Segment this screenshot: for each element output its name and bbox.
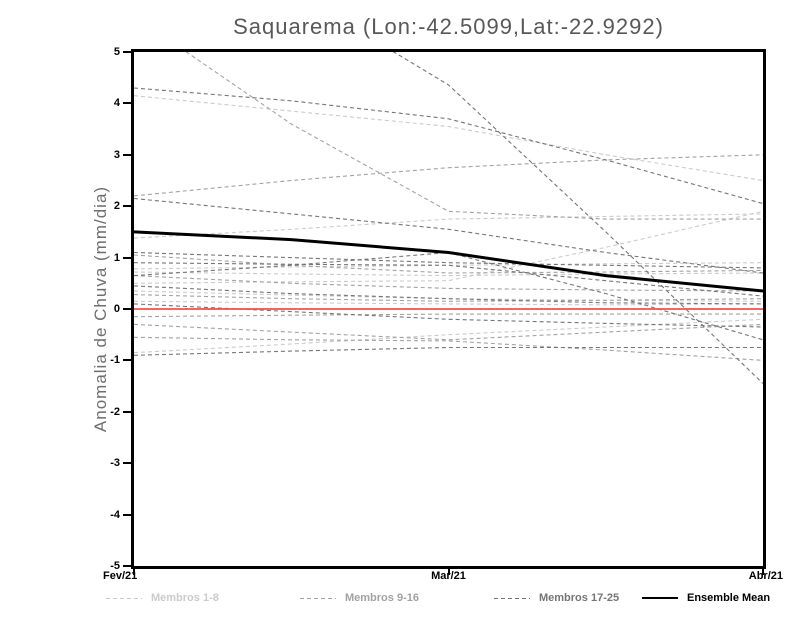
member-line-18 <box>134 197 763 274</box>
y-tick-mark <box>123 308 131 310</box>
plot-area <box>131 49 766 569</box>
member-line-24 <box>134 251 763 341</box>
y-tick-mark <box>123 205 131 208</box>
y-tick-label: 0 <box>113 303 120 315</box>
member-line-12 <box>134 275 763 292</box>
member-line-1 <box>134 95 763 182</box>
ensemble-mean-line-sample <box>642 597 678 599</box>
y-tick-mark <box>123 565 131 567</box>
legend-label: Ensemble Mean <box>687 592 771 604</box>
y-tick-label: 1 <box>113 251 120 264</box>
member-line-8 <box>134 318 763 354</box>
plot-svg <box>134 52 763 384</box>
y-tick-label: 5 <box>113 46 120 58</box>
y-tick-mark <box>123 462 131 465</box>
member-line-10 <box>185 52 763 220</box>
y-tick-mark <box>123 256 131 259</box>
member-line-9 <box>134 154 763 197</box>
y-tick-mark <box>123 513 131 516</box>
y-tick-mark <box>123 359 131 362</box>
member-line-2 <box>134 213 763 239</box>
member-line-16 <box>134 336 763 361</box>
legend-label: Membros 1-8 <box>151 592 219 604</box>
legend: Membros 1-8 Membros 9-16 Membros 17-25 E… <box>0 590 800 610</box>
membros-1-8-line-sample <box>106 597 142 599</box>
member-line-20 <box>134 262 763 297</box>
legend-item-membros-1-8: Membros 1-8 <box>106 590 219 606</box>
membros-17-25-line-sample <box>494 597 530 599</box>
member-line-15 <box>134 323 763 341</box>
y-tick-label: 3 <box>113 148 120 161</box>
member-line-19 <box>134 251 763 269</box>
y-tick-label: 4 <box>113 97 120 110</box>
y-tick-label: -4 <box>110 508 120 521</box>
membros-9-16-line-sample <box>300 597 336 599</box>
legend-label: Membros 17-25 <box>539 592 620 604</box>
y-tick-mark <box>123 410 131 413</box>
x-tick-label: Abr/21 <box>748 570 783 582</box>
y-tick-label: -3 <box>110 457 120 470</box>
x-tick-label: Mar/21 <box>431 570 466 582</box>
y-tick-mark <box>123 51 131 53</box>
y-tick-label: -2 <box>110 405 120 418</box>
x-tick-label: Fev/21 <box>103 570 138 582</box>
legend-item-membros-9-16: Membros 9-16 <box>300 590 419 606</box>
member-line-11 <box>134 254 763 274</box>
y-tick-label: -5 <box>110 560 120 572</box>
member-line-14 <box>134 313 763 318</box>
legend-label: Membros 9-16 <box>345 592 419 604</box>
y-tick-label: 2 <box>113 200 120 213</box>
x-tick-mark <box>447 569 450 575</box>
y-tick-mark <box>123 102 131 105</box>
x-tick-mark <box>133 569 135 575</box>
y-tick-mark <box>123 153 131 156</box>
ensemble-mean-line <box>134 230 763 293</box>
member-line-23 <box>392 52 763 384</box>
chart-title: Saquarema (Lon:-42.5099,Lat:-22.9292) <box>233 14 664 39</box>
member-line-17 <box>134 87 763 205</box>
y-tick-label: -1 <box>110 354 120 367</box>
legend-item-membros-17-25: Membros 17-25 <box>494 590 619 606</box>
x-tick-mark <box>762 569 764 575</box>
legend-item-ensemble-mean: Ensemble Mean <box>642 590 770 606</box>
